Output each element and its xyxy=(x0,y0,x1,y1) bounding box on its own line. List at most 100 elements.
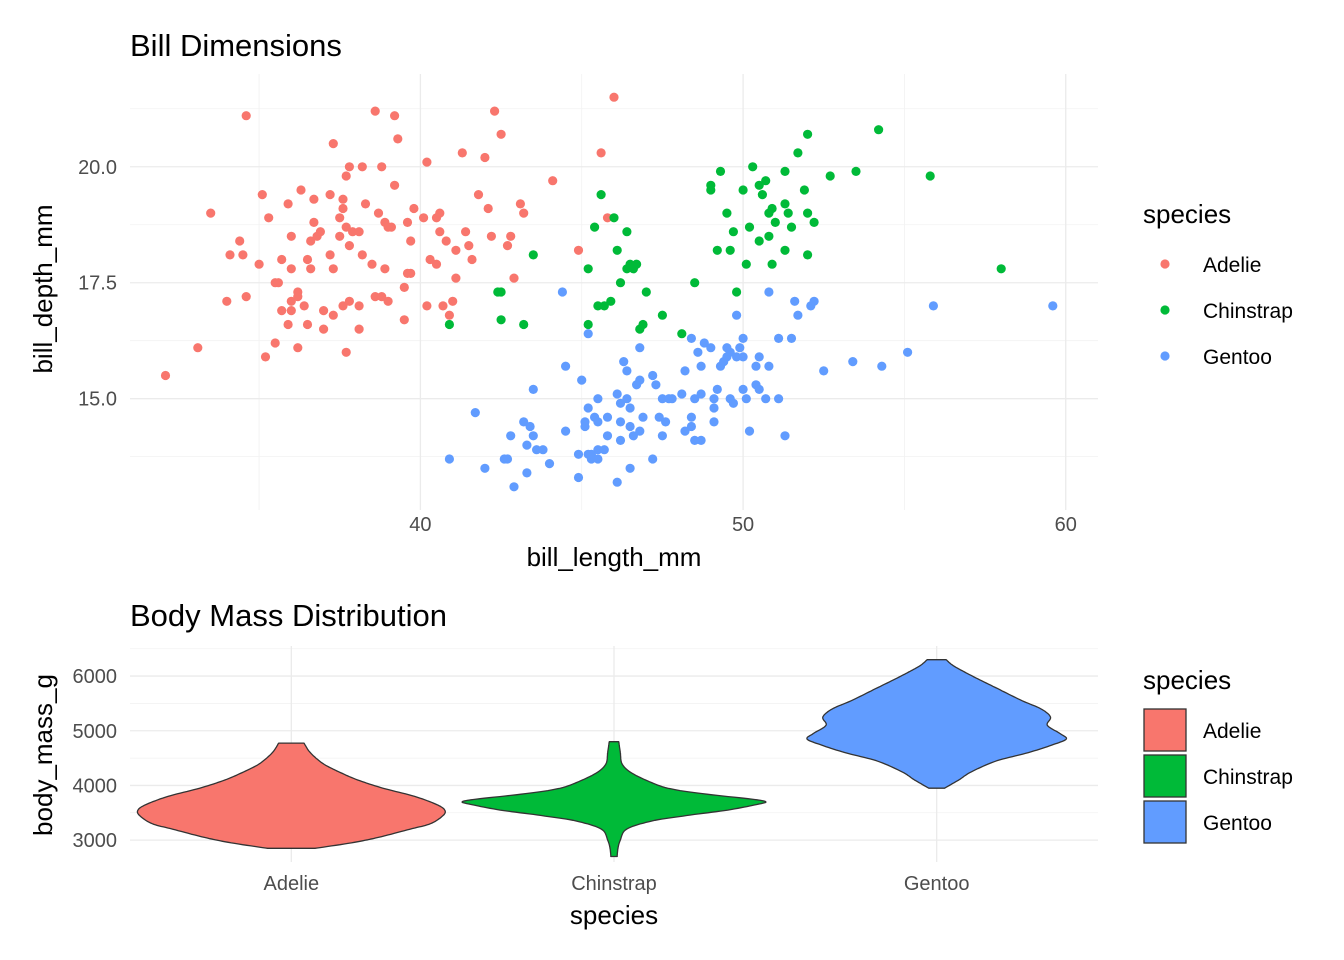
scatter-point-gentoo xyxy=(561,361,571,371)
scatter-point-adelie xyxy=(390,111,400,121)
scatter-panel: Bill Dimensions 40 50 60 15.0 17.5 20.0 bill… xyxy=(28,28,1293,572)
scatter-point-adelie xyxy=(283,319,293,330)
scatter-point-chinstrap xyxy=(803,129,813,139)
scatter-point-adelie xyxy=(254,259,264,269)
scatter-point-adelie xyxy=(386,222,396,232)
scatter-point-gentoo xyxy=(615,417,626,427)
scatter-x-tick-label: 40 xyxy=(409,514,431,536)
scatter-point-chinstrap xyxy=(599,301,609,311)
scatter-point-chinstrap xyxy=(641,287,651,297)
scatter-point-adelie xyxy=(160,370,171,381)
scatter-point-gentoo xyxy=(635,343,645,353)
scatter-point-gentoo xyxy=(732,310,742,320)
scatter-point-adelie xyxy=(515,199,526,209)
scatter-point-adelie xyxy=(273,278,283,288)
violin-legend: species Adelie Chinstrap Gentoo xyxy=(1143,665,1293,844)
scatter-point-adelie xyxy=(461,227,471,237)
scatter-point-adelie xyxy=(348,227,358,237)
scatter-point-gentoo xyxy=(696,361,706,371)
scatter-point-chinstrap xyxy=(738,185,748,195)
scatter-point-adelie xyxy=(451,273,461,283)
scatter-point-adelie xyxy=(328,139,338,149)
scatter-point-gentoo xyxy=(586,449,597,459)
scatter-point-adelie xyxy=(506,231,516,241)
violin-y-tick-label: 6000 xyxy=(73,666,118,688)
scatter-point-adelie xyxy=(309,217,319,227)
scatter-point-chinstrap xyxy=(754,180,764,190)
scatter-point-chinstrap xyxy=(803,250,813,260)
violin-legend-key xyxy=(1143,800,1187,844)
scatter-point-gentoo xyxy=(680,366,690,376)
scatter-point-chinstrap xyxy=(780,199,790,209)
scatter-point-chinstrap xyxy=(590,222,600,232)
scatter-y-axis-title: bill_depth_mm xyxy=(28,204,58,373)
scatter-point-adelie xyxy=(344,162,354,172)
scatter-point-gentoo xyxy=(699,338,709,348)
scatter-point-gentoo xyxy=(725,347,735,357)
scatter-point-chinstrap xyxy=(803,208,813,218)
scatter-point-gentoo xyxy=(648,454,658,464)
scatter-point-adelie xyxy=(602,213,613,223)
scatter-point-chinstrap xyxy=(799,185,810,195)
scatter-point-gentoo xyxy=(480,463,490,473)
scatter-point-gentoo xyxy=(648,370,658,381)
scatter-point-adelie xyxy=(370,292,380,302)
scatter-point-gentoo xyxy=(628,431,639,441)
scatter-point-adelie xyxy=(341,347,351,357)
scatter-point-gentoo xyxy=(1048,301,1058,311)
scatter-point-gentoo xyxy=(764,361,774,371)
scatter-point-adelie xyxy=(277,254,287,265)
scatter-point-adelie xyxy=(270,338,280,348)
scatter-point-chinstrap xyxy=(606,296,616,306)
violin-x-tick-label: Adelie xyxy=(264,873,320,895)
scatter-point-adelie xyxy=(422,301,432,311)
violin-legend-key xyxy=(1143,754,1187,798)
scatter-point-chinstrap xyxy=(496,315,506,325)
scatter-point-chinstrap xyxy=(677,329,687,339)
scatter-point-gentoo xyxy=(786,333,797,343)
scatter-point-gentoo xyxy=(557,287,568,297)
scatter-point-gentoo xyxy=(638,412,648,422)
scatter-point-chinstrap xyxy=(715,166,726,176)
scatter-point-chinstrap xyxy=(825,171,835,181)
scatter-point-gentoo xyxy=(622,394,632,404)
scatter-point-adelie xyxy=(344,241,354,251)
scatter-point-adelie xyxy=(377,162,387,172)
violin-x-tick-label: Chinstrap xyxy=(571,873,657,895)
scatter-point-adelie xyxy=(264,213,274,223)
scatter-point-gentoo xyxy=(690,394,700,404)
scatter-point-adelie xyxy=(509,273,519,283)
scatter-point-gentoo xyxy=(754,352,764,362)
scatter-point-adelie xyxy=(441,236,451,246)
scatter-x-axis-title: bill_length_mm xyxy=(527,542,702,572)
scatter-point-gentoo xyxy=(635,426,645,436)
scatter-point-adelie xyxy=(435,208,445,218)
scatter-legend: species Adelie Chinstrap Gentoo xyxy=(1143,199,1293,369)
scatter-point-adelie xyxy=(338,203,348,214)
scatter-point-gentoo xyxy=(522,468,532,478)
scatter-point-adelie xyxy=(425,254,435,265)
violin-legend-title: species xyxy=(1143,665,1231,695)
scatter-point-chinstrap xyxy=(496,287,506,297)
scatter-point-adelie xyxy=(402,217,413,227)
scatter-point-adelie xyxy=(325,190,335,200)
scatter-point-chinstrap xyxy=(725,245,735,255)
scatter-point-adelie xyxy=(341,222,351,232)
scatter-point-gentoo xyxy=(625,463,635,473)
scatter-point-adelie xyxy=(467,254,477,265)
scatter-point-adelie xyxy=(193,343,203,353)
scatter-point-gentoo xyxy=(738,333,748,343)
scatter-point-adelie xyxy=(222,296,232,306)
scatter-point-adelie xyxy=(393,134,403,144)
scatter-point-gentoo xyxy=(612,389,622,399)
violin-title: Body Mass Distribution xyxy=(130,598,447,633)
scatter-point-gentoo xyxy=(809,296,819,306)
scatter-point-adelie xyxy=(293,292,303,302)
scatter-y-tick-labels: 15.0 17.5 20.0 xyxy=(78,157,117,411)
scatter-point-gentoo xyxy=(593,394,603,404)
scatter-legend-item-chinstrap: Chinstrap xyxy=(1160,300,1293,323)
scatter-point-adelie xyxy=(419,213,429,223)
violin-chinstrap xyxy=(461,741,767,858)
scatter-point-gentoo xyxy=(573,449,584,459)
violin-shapes xyxy=(136,659,1068,858)
